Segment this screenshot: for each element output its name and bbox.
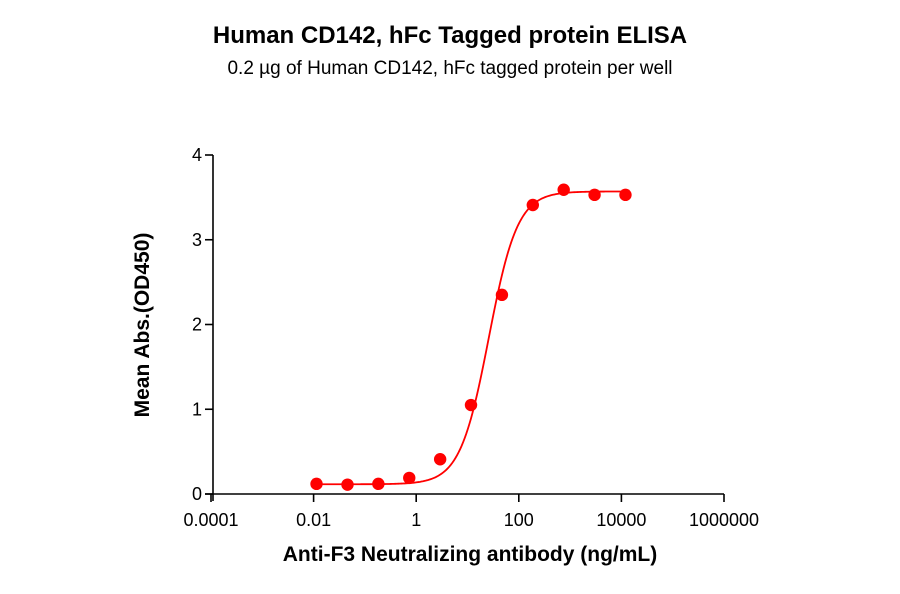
chart-title: Human CD142, hFc Tagged protein ELISA: [212, 22, 688, 49]
y-tick-label: 0: [192, 484, 202, 504]
y-tick-label: 1: [192, 399, 202, 419]
y-tick-label: 2: [192, 315, 202, 335]
chart-subtitle: 0.2 µg of Human CD142, hFc tagged protei…: [227, 58, 673, 79]
x-tick-label: 0.0001: [183, 510, 238, 530]
data-point: [464, 398, 478, 412]
x-tick-label: 0.01: [296, 510, 331, 530]
data-point: [557, 183, 570, 196]
x-axis-label: Anti-F3 Neutralizing antibody (ng/mL): [282, 543, 658, 566]
x-tick-label: 1000000: [689, 510, 759, 530]
y-tick-label: 4: [192, 145, 202, 165]
data-point: [372, 477, 385, 491]
data-point: [310, 477, 323, 491]
data-points: [310, 183, 632, 491]
data-point: [619, 188, 632, 202]
data-point: [433, 453, 447, 466]
data-point: [341, 478, 354, 491]
data-point: [403, 471, 416, 485]
data-point: [526, 198, 540, 212]
x-tick-label: 100: [504, 510, 534, 530]
fit-curve-path: [316, 190, 626, 486]
y-tick-label: 3: [192, 230, 202, 250]
x-tick-label: 1: [411, 510, 421, 530]
x-tick-label: 10000: [596, 510, 646, 530]
axes: 0 1 2 3 4 0.0001 0.01 1 100 10000 1000000: [183, 145, 759, 530]
data-point: [588, 188, 601, 202]
data-point: [495, 288, 509, 302]
fit-curve: [316, 190, 626, 486]
